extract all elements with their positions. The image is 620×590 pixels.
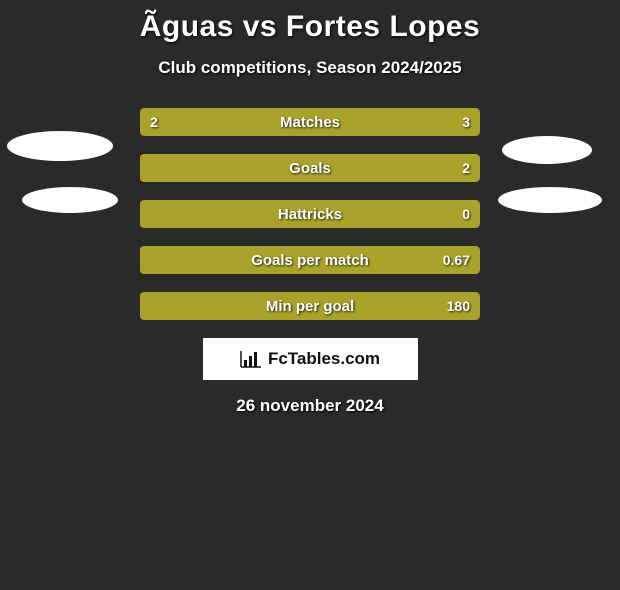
page-subtitle: Club competitions, Season 2024/2025 (0, 58, 620, 78)
stat-fill-right (276, 109, 479, 135)
bar-chart-icon (240, 350, 262, 368)
team-right-shape-2 (498, 187, 602, 213)
stat-fill-right (140, 293, 479, 319)
stat-row: Min per goal180 (140, 292, 480, 320)
stat-value-left: 2 (150, 108, 158, 136)
stat-fill-left (141, 109, 276, 135)
stat-row: Hattricks0 (140, 200, 480, 228)
stat-value-right: 0 (462, 200, 470, 228)
stat-fill-right (140, 247, 479, 273)
team-left-shape-2 (22, 187, 118, 213)
team-right-shape-1 (502, 136, 592, 164)
page-title: Ãguas vs Fortes Lopes (0, 10, 620, 44)
stat-fill-right (140, 201, 479, 227)
stat-row: Goals per match0.67 (140, 246, 480, 274)
stat-row: Matches23 (140, 108, 480, 136)
brand-badge: FcTables.com (203, 338, 418, 380)
stat-value-right: 2 (462, 154, 470, 182)
stat-row: Goals2 (140, 154, 480, 182)
stat-value-right: 3 (462, 108, 470, 136)
team-left-shape-1 (7, 131, 113, 161)
brand-text: FcTables.com (268, 349, 380, 369)
stat-value-right: 180 (447, 292, 470, 320)
date-text: 26 november 2024 (0, 396, 620, 416)
comparison-bars: Matches23Goals2Hattricks0Goals per match… (140, 108, 480, 320)
stat-fill-right (140, 155, 479, 181)
stat-value-right: 0.67 (443, 246, 470, 274)
